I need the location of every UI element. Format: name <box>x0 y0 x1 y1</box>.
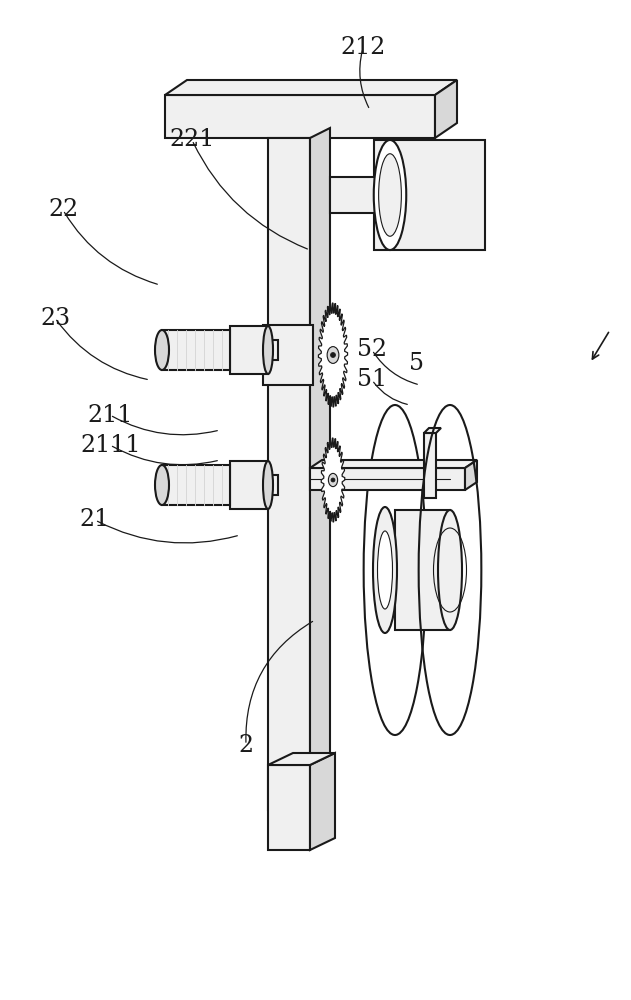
Text: 2111: 2111 <box>80 434 141 457</box>
Ellipse shape <box>377 531 392 609</box>
Bar <box>330 177 390 213</box>
Polygon shape <box>165 95 435 138</box>
Ellipse shape <box>331 353 336 358</box>
Polygon shape <box>424 428 441 433</box>
Polygon shape <box>263 325 313 385</box>
Polygon shape <box>310 753 335 850</box>
Ellipse shape <box>327 347 339 363</box>
Polygon shape <box>165 80 457 95</box>
Bar <box>266 340 278 360</box>
Text: 23: 23 <box>40 307 71 330</box>
Polygon shape <box>310 468 465 490</box>
Ellipse shape <box>331 478 335 482</box>
Polygon shape <box>162 330 230 370</box>
Polygon shape <box>465 460 477 490</box>
Polygon shape <box>395 510 450 630</box>
Ellipse shape <box>374 140 406 250</box>
Ellipse shape <box>379 154 401 236</box>
Polygon shape <box>230 461 268 509</box>
Text: 51: 51 <box>357 368 387 391</box>
Ellipse shape <box>263 461 273 509</box>
Polygon shape <box>310 128 330 810</box>
Text: 21: 21 <box>80 508 110 532</box>
Polygon shape <box>268 800 330 810</box>
Ellipse shape <box>328 473 338 487</box>
Ellipse shape <box>263 326 273 374</box>
Ellipse shape <box>374 140 406 250</box>
Polygon shape <box>268 138 310 810</box>
Polygon shape <box>268 753 335 765</box>
Polygon shape <box>321 438 345 522</box>
Text: 52: 52 <box>357 338 387 361</box>
Polygon shape <box>310 460 477 468</box>
Ellipse shape <box>438 510 462 630</box>
Text: 211: 211 <box>88 403 133 426</box>
Bar <box>424 433 436 498</box>
Bar <box>266 475 278 495</box>
Text: 2: 2 <box>239 734 254 756</box>
Ellipse shape <box>155 330 169 370</box>
Polygon shape <box>374 140 485 250</box>
Polygon shape <box>230 326 268 374</box>
Text: 212: 212 <box>340 36 386 60</box>
Polygon shape <box>435 80 457 138</box>
Ellipse shape <box>363 405 427 735</box>
Text: 22: 22 <box>48 198 78 222</box>
Polygon shape <box>162 465 230 505</box>
Polygon shape <box>319 303 348 407</box>
Polygon shape <box>268 765 310 850</box>
Ellipse shape <box>155 465 169 505</box>
Text: 221: 221 <box>170 128 215 151</box>
Text: 5: 5 <box>409 352 424 374</box>
Ellipse shape <box>373 507 397 633</box>
